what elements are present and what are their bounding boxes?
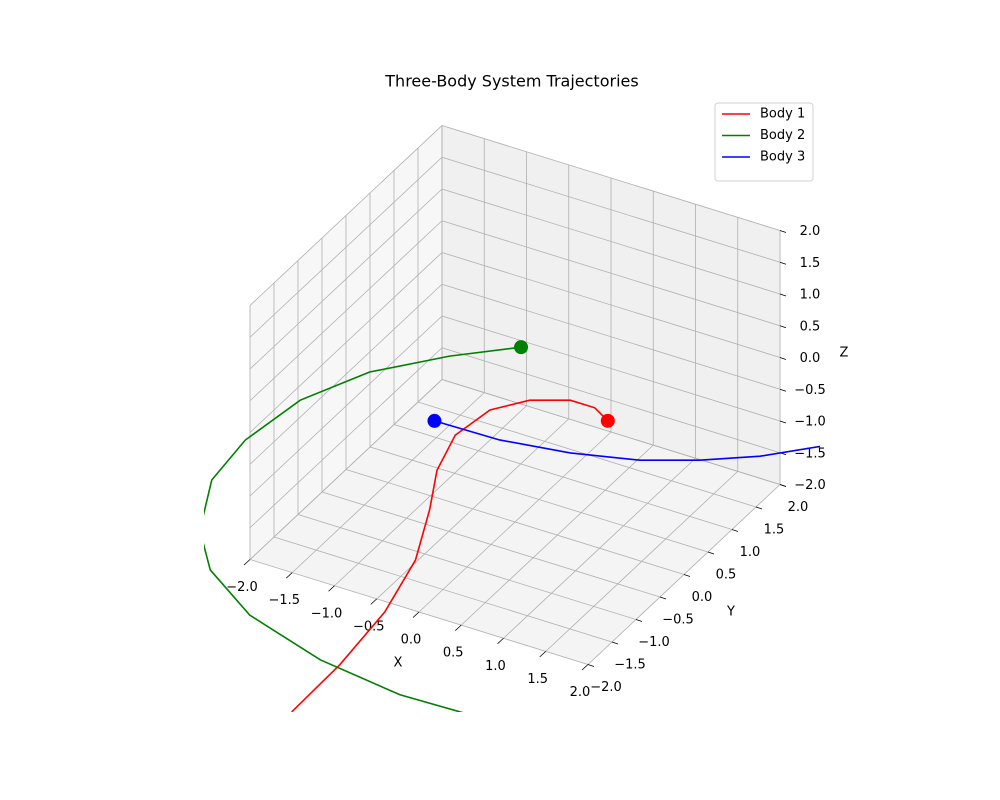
grid-line (441, 315, 781, 422)
y-tick-label: 2.0 (788, 500, 809, 515)
x-tick-label: −0.5 (353, 619, 385, 634)
tick-mark (779, 325, 787, 329)
end-marker (514, 340, 529, 355)
z-tick-label: 1.5 (800, 256, 821, 271)
tick-mark (539, 651, 547, 658)
tick-mark (779, 420, 787, 424)
tick-mark (779, 357, 787, 360)
tick-mark (285, 572, 293, 579)
grid-line (249, 379, 443, 560)
grid-line (321, 491, 661, 598)
x-tick-label: −2.0 (226, 580, 258, 595)
y-tick-label: −1.5 (614, 658, 646, 673)
legend-label: Body 3 (760, 150, 805, 165)
tick-mark (659, 596, 667, 600)
tick-mark (581, 664, 589, 671)
x-tick-label: 0.5 (443, 646, 464, 661)
tick-mark (779, 230, 787, 233)
grid-line (249, 156, 443, 338)
tick-mark (683, 574, 691, 577)
tick-mark (755, 506, 763, 510)
tick-mark (635, 619, 643, 622)
x-tick-label: 0.0 (401, 633, 422, 648)
tick-mark (779, 261, 787, 265)
grid-line (441, 283, 781, 390)
grid-line (441, 347, 781, 454)
y-tick-label: −1.0 (638, 635, 670, 650)
grid-line (441, 156, 781, 263)
tick-mark (243, 559, 251, 566)
grid-line (297, 514, 637, 620)
z-tick-label: 2.0 (800, 224, 821, 239)
grid-line (249, 220, 443, 402)
tick-mark (611, 641, 619, 645)
grid (249, 125, 781, 665)
y-tick-label: 1.5 (764, 523, 785, 538)
grid-line (249, 347, 443, 529)
end-marker (600, 413, 615, 428)
tick-mark (454, 624, 462, 631)
z-tick-label: −2.0 (794, 478, 826, 493)
x-tick-label: −1.0 (311, 606, 343, 621)
trajectory (291, 399, 609, 712)
chart-title: Three-Body System Trajectories (384, 72, 638, 91)
tick-mark (370, 598, 378, 605)
x-tick-label: −1.5 (268, 593, 300, 608)
grid-line (249, 252, 443, 433)
tick-mark (497, 637, 504, 645)
x-tick-label: 1.0 (485, 659, 506, 674)
axes: −2.0−1.5−1.0−0.50.00.51.01.52.0 −2.0−1.5−… (226, 224, 848, 700)
grid-line (441, 125, 781, 231)
x-tick-label: 2.0 (570, 685, 591, 700)
y-tick-label: 0.5 (716, 568, 737, 583)
plot-area (204, 340, 820, 712)
legend: Body 1 Body 2 Body 3 (714, 102, 814, 182)
grid-line (273, 536, 613, 643)
legend-label: Body 2 (760, 128, 805, 143)
trajectory (204, 346, 522, 712)
y-tick-label: −2.0 (590, 680, 622, 695)
grid-line (345, 469, 685, 575)
grid-line (441, 252, 781, 358)
grid-line (249, 315, 443, 497)
y-tick-label: −0.5 (662, 613, 694, 628)
tick-mark (412, 611, 420, 618)
x-axis-label: X (394, 656, 403, 671)
tick-mark (779, 388, 787, 392)
end-marker (427, 413, 442, 428)
z-tick-label: −1.0 (794, 415, 826, 430)
grid-line (369, 446, 709, 553)
tick-mark (731, 529, 739, 532)
tick-mark (707, 551, 715, 555)
tick-mark (587, 664, 595, 667)
grid-line (249, 283, 443, 465)
grid-line (441, 220, 781, 327)
y-tick-label: 1.0 (740, 545, 761, 560)
grid-line (441, 188, 781, 295)
grid-line (393, 424, 733, 530)
z-tick-label: 0.5 (800, 319, 821, 334)
z-tick-label: 1.0 (800, 288, 821, 303)
tick-mark (779, 293, 787, 297)
legend-label: Body 1 (760, 107, 805, 122)
trajectory (434, 420, 820, 462)
x-tick-label: 1.5 (527, 672, 548, 687)
z-tick-label: −0.5 (794, 383, 826, 398)
tick-mark (779, 484, 787, 487)
z-axis-label: Z (840, 346, 849, 361)
grid-line (441, 379, 781, 485)
z-tick-label: 0.0 (800, 351, 821, 366)
y-axis-label: Y (726, 605, 735, 620)
legend-box (714, 102, 814, 182)
panes (249, 124, 781, 666)
tick-mark (328, 585, 335, 592)
grid-line (249, 125, 443, 306)
grid-line (249, 188, 443, 370)
y-tick-label: 0.0 (692, 590, 713, 605)
